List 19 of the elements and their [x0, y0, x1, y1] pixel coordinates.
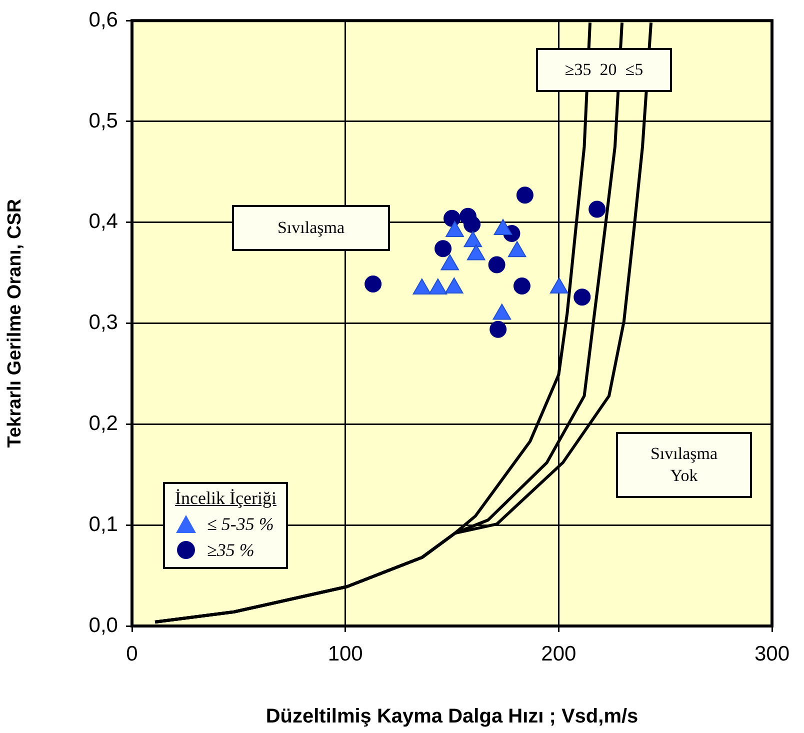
x-axis-title: Düzeltilmiş Kayma Dalga Hızı ; Vsd,m/s: [266, 706, 638, 728]
y-tick-label: 0,1: [88, 512, 118, 536]
y-axis-title: Tekrarlı Gerilme Oranı, CSR: [4, 198, 26, 448]
legend-label: ≥35 %: [207, 540, 254, 560]
y-tick-label: 0,4: [88, 210, 118, 234]
y-tick-label: 0,5: [88, 109, 118, 132]
x-tick-label: 100: [328, 642, 363, 666]
x-tick-label: 0: [126, 642, 138, 666]
legend-title: İncelik İçeriği: [175, 488, 276, 509]
y-tick-label: 0,6: [88, 8, 118, 32]
y-tick-label: 0,3: [88, 311, 118, 334]
text-box: Sıvılaşma: [232, 205, 390, 251]
x-tick-label: 300: [754, 642, 790, 666]
text-box: Sıvılaşma Yok: [616, 432, 752, 498]
legend-label: ≤ 5-35 %: [207, 514, 274, 534]
text-box: ≥35 20 ≤5: [536, 48, 672, 92]
y-tick-label: 0,2: [88, 412, 118, 435]
x-tick-label: 200: [541, 642, 576, 666]
y-tick-label: 0,0: [88, 614, 118, 637]
